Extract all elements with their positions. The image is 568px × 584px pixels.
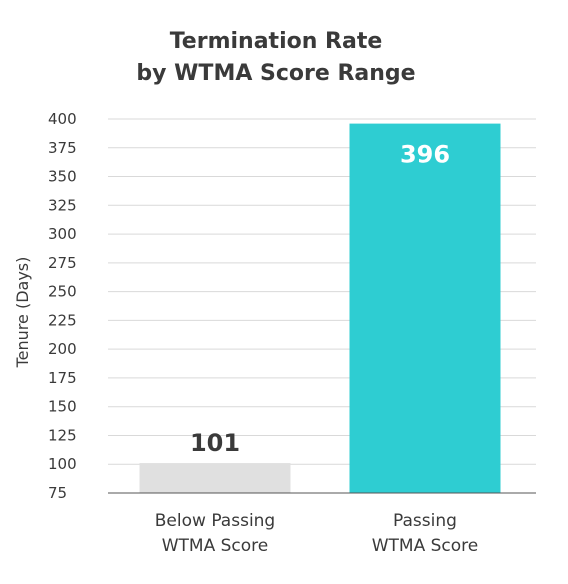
- y-tick-label: 225: [48, 311, 77, 329]
- x-category-label: Passing: [393, 511, 457, 531]
- y-tick-label: 400: [48, 110, 77, 128]
- y-tick-label: 75: [48, 484, 67, 502]
- bar: [349, 123, 501, 493]
- chart-title-line: Termination Rate: [170, 29, 383, 54]
- data-label: 101: [190, 429, 240, 457]
- y-tick-label: 100: [48, 455, 77, 473]
- y-tick-label: 200: [48, 340, 77, 358]
- y-tick-label: 375: [48, 139, 77, 157]
- bars: [139, 123, 501, 493]
- bar: [139, 463, 291, 493]
- y-tick-label: 175: [48, 369, 77, 387]
- x-axis-categories: Below Passing WTMA Score Passing WTMA Score: [155, 511, 478, 556]
- chart-title-line: by WTMA Score Range: [136, 61, 415, 86]
- y-tick-label: 250: [48, 283, 77, 301]
- y-tick-label: 125: [48, 426, 77, 444]
- data-label: 396: [400, 141, 450, 169]
- x-category-label: WTMA Score: [162, 536, 269, 556]
- y-tick-label: 300: [48, 225, 77, 243]
- x-category-label: WTMA Score: [372, 536, 479, 556]
- y-tick-label: 275: [48, 254, 77, 272]
- x-category-label: Below Passing: [155, 511, 275, 531]
- y-axis-label: Tenure (Days): [13, 257, 32, 369]
- y-tick-label: 150: [48, 398, 77, 416]
- data-labels: 101 396: [190, 141, 450, 457]
- chart-title: Termination Rate by WTMA Score Range: [136, 29, 415, 86]
- y-tick-label: 325: [48, 196, 77, 214]
- y-axis-ticks: 400 375 350 325 300 275 250 225 200 175 150 125 100 7…: [48, 110, 77, 502]
- y-tick-label: 350: [48, 168, 77, 186]
